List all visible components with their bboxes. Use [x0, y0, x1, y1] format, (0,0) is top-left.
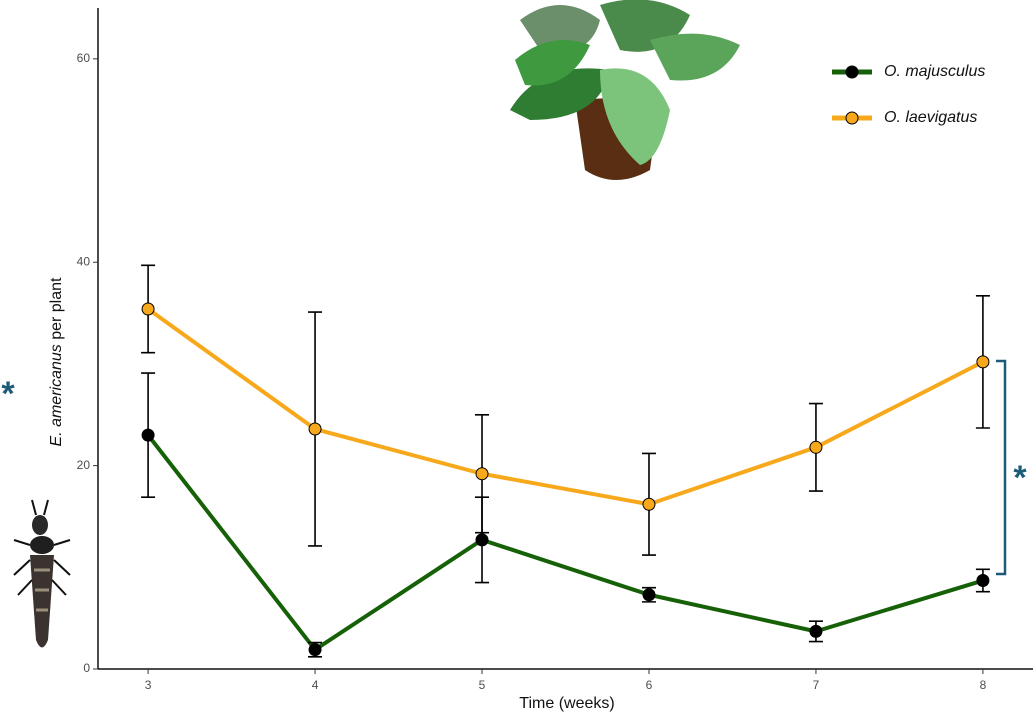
- legend-marker: [846, 112, 858, 124]
- x-tick-label: 5: [479, 678, 486, 692]
- y-label-rest: per plant: [48, 277, 65, 340]
- x-tick-label: 6: [646, 678, 653, 692]
- y-tick-label: 40: [77, 254, 91, 268]
- x-tick-label: 3: [145, 678, 152, 692]
- plant-illustration: [510, 0, 740, 180]
- y-axis-label: E. americanus per plant: [48, 277, 65, 447]
- data-point: [643, 498, 655, 510]
- y-label-italic: E. americanus: [48, 344, 65, 446]
- data-point: [142, 303, 154, 315]
- x-axis-label: Time (weeks): [519, 695, 614, 712]
- y-tick-label: 60: [77, 51, 91, 65]
- x-tick-label: 8: [980, 678, 987, 692]
- data-point: [977, 575, 989, 587]
- data-point: [643, 589, 655, 601]
- y-tick-label: 0: [83, 661, 90, 675]
- legend-label: O. majusculus: [884, 63, 985, 80]
- y-tick-label: 20: [77, 458, 91, 472]
- data-point: [476, 534, 488, 546]
- data-point: [309, 423, 321, 435]
- x-tick-label: 7: [813, 678, 820, 692]
- data-point: [810, 625, 822, 637]
- insect-illustration: [14, 500, 70, 648]
- data-point: [142, 429, 154, 441]
- x-tick-label: 4: [312, 678, 319, 692]
- series-line: [148, 309, 983, 504]
- chart: * * Time (weeks) E. americanus per plant…: [0, 0, 1035, 717]
- significance: *: [1013, 459, 1027, 497]
- data-point: [309, 644, 321, 656]
- series-line: [148, 435, 983, 650]
- bracket: [996, 361, 1005, 574]
- legend-label: O. laevigatus: [884, 109, 977, 126]
- data-point: [810, 441, 822, 453]
- data-point: [476, 468, 488, 480]
- legend-marker: [846, 66, 858, 78]
- significance: *: [1, 375, 15, 413]
- data-point: [977, 356, 989, 368]
